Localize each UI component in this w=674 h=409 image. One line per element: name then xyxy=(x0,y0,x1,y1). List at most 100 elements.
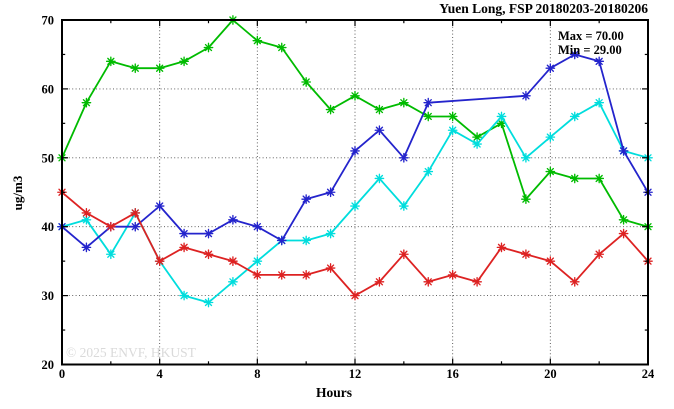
data-point-marker xyxy=(154,201,165,211)
annotation-min: Min = 29.00 xyxy=(558,43,622,57)
data-point-marker xyxy=(423,276,434,287)
data-point-marker xyxy=(398,152,409,163)
data-point-marker xyxy=(179,228,189,239)
data-point-marker xyxy=(374,125,385,136)
data-point-marker xyxy=(325,187,336,198)
data-point-marker xyxy=(81,208,92,218)
data-point-marker xyxy=(569,173,580,184)
data-point-marker xyxy=(545,63,556,74)
gridlines xyxy=(62,20,648,365)
data-point-marker xyxy=(594,249,605,260)
axis-ticks xyxy=(61,19,649,366)
data-point-marker xyxy=(179,56,189,67)
data-point-marker xyxy=(276,42,287,53)
data-point-marker xyxy=(594,97,605,108)
x-tick-label: 12 xyxy=(349,367,362,381)
data-point-marker xyxy=(521,152,531,163)
data-point-marker xyxy=(521,90,531,101)
data-point-marker xyxy=(594,173,605,184)
data-point-marker xyxy=(594,56,605,67)
data-point-marker xyxy=(154,256,165,267)
annotation-max: Max = 70.00 xyxy=(558,29,624,43)
data-point-marker xyxy=(301,235,312,246)
data-point-marker xyxy=(105,221,116,232)
y-tick-label: 50 xyxy=(42,151,55,165)
data-point-marker xyxy=(276,235,287,246)
data-point-marker xyxy=(228,214,238,225)
x-tick-label: 8 xyxy=(254,367,260,381)
data-point-marker xyxy=(398,97,409,108)
axes-frame xyxy=(61,19,649,366)
data-point-marker xyxy=(398,249,409,260)
data-point-marker xyxy=(423,97,434,108)
data-point-marker xyxy=(81,242,92,253)
watermark: © 2025 ENVF, HKUST xyxy=(66,345,197,360)
tick-labels: 0 4 8 12 16 20 24 20 30 40 50 60 70 xyxy=(42,14,656,382)
data-point-marker xyxy=(423,111,434,122)
chart-title: Yuen Long, FSP 20180203-20180206 xyxy=(439,1,648,16)
data-point-marker xyxy=(374,173,385,184)
y-tick-label: 70 xyxy=(42,14,55,28)
y-axis-label: ug/m3 xyxy=(10,175,25,210)
data-point-marker xyxy=(325,263,336,273)
data-point-marker xyxy=(228,276,238,287)
data-point-marker xyxy=(203,228,214,239)
data-point-marker xyxy=(179,242,189,253)
data-point-marker xyxy=(398,201,409,211)
data-point-marker xyxy=(472,132,482,143)
data-point-marker xyxy=(423,166,434,177)
data-point-marker xyxy=(472,139,482,149)
data-point-marker xyxy=(301,270,312,280)
data-point-marker xyxy=(301,77,312,87)
data-point-marker xyxy=(545,132,556,143)
data-point-marker xyxy=(81,214,92,225)
data-point-marker xyxy=(521,249,531,260)
data-point-marker xyxy=(105,56,116,67)
data-point-marker xyxy=(228,256,238,267)
data-point-marker xyxy=(496,118,507,129)
x-tick-label: 24 xyxy=(642,367,655,381)
data-point-marker xyxy=(130,208,141,218)
data-point-marker xyxy=(105,249,116,260)
data-point-marker xyxy=(618,228,629,239)
y-tick-label: 60 xyxy=(42,82,55,96)
y-tick-label: 40 xyxy=(42,220,55,234)
data-point-marker xyxy=(130,63,141,74)
data-point-marker xyxy=(350,146,360,156)
data-point-marker xyxy=(325,104,336,115)
data-point-marker xyxy=(569,276,580,287)
data-point-marker xyxy=(276,270,287,280)
data-point-marker xyxy=(252,256,263,267)
data-point-marker xyxy=(569,111,580,122)
x-axis-label: Hours xyxy=(316,385,352,400)
data-point-marker xyxy=(496,242,507,253)
data-point-marker xyxy=(130,221,141,232)
data-point-marker xyxy=(374,104,385,115)
data-point-marker xyxy=(154,63,165,74)
data-point-marker xyxy=(350,201,360,211)
x-tick-label: 4 xyxy=(157,367,164,381)
series-red-series xyxy=(57,187,653,301)
x-tick-label: 0 xyxy=(59,367,65,381)
data-point-marker xyxy=(447,270,458,280)
data-point-marker xyxy=(496,111,507,122)
series-line xyxy=(61,53,649,249)
data-point-marker xyxy=(203,249,214,260)
data-point-marker xyxy=(179,290,189,301)
data-point-marker xyxy=(447,125,458,136)
data-point-marker xyxy=(521,194,531,205)
x-tick-label: 20 xyxy=(544,367,557,381)
data-point-marker xyxy=(545,166,556,177)
data-point-marker xyxy=(569,49,580,60)
data-point-marker xyxy=(203,297,214,308)
y-tick-label: 30 xyxy=(42,289,55,303)
data-point-marker xyxy=(325,228,336,239)
data-point-marker xyxy=(252,221,263,232)
x-tick-label: 16 xyxy=(446,367,459,381)
y-tick-label: 20 xyxy=(42,358,55,372)
data-point-marker xyxy=(618,214,629,225)
data-point-marker xyxy=(350,90,360,101)
data-point-marker xyxy=(301,194,312,205)
